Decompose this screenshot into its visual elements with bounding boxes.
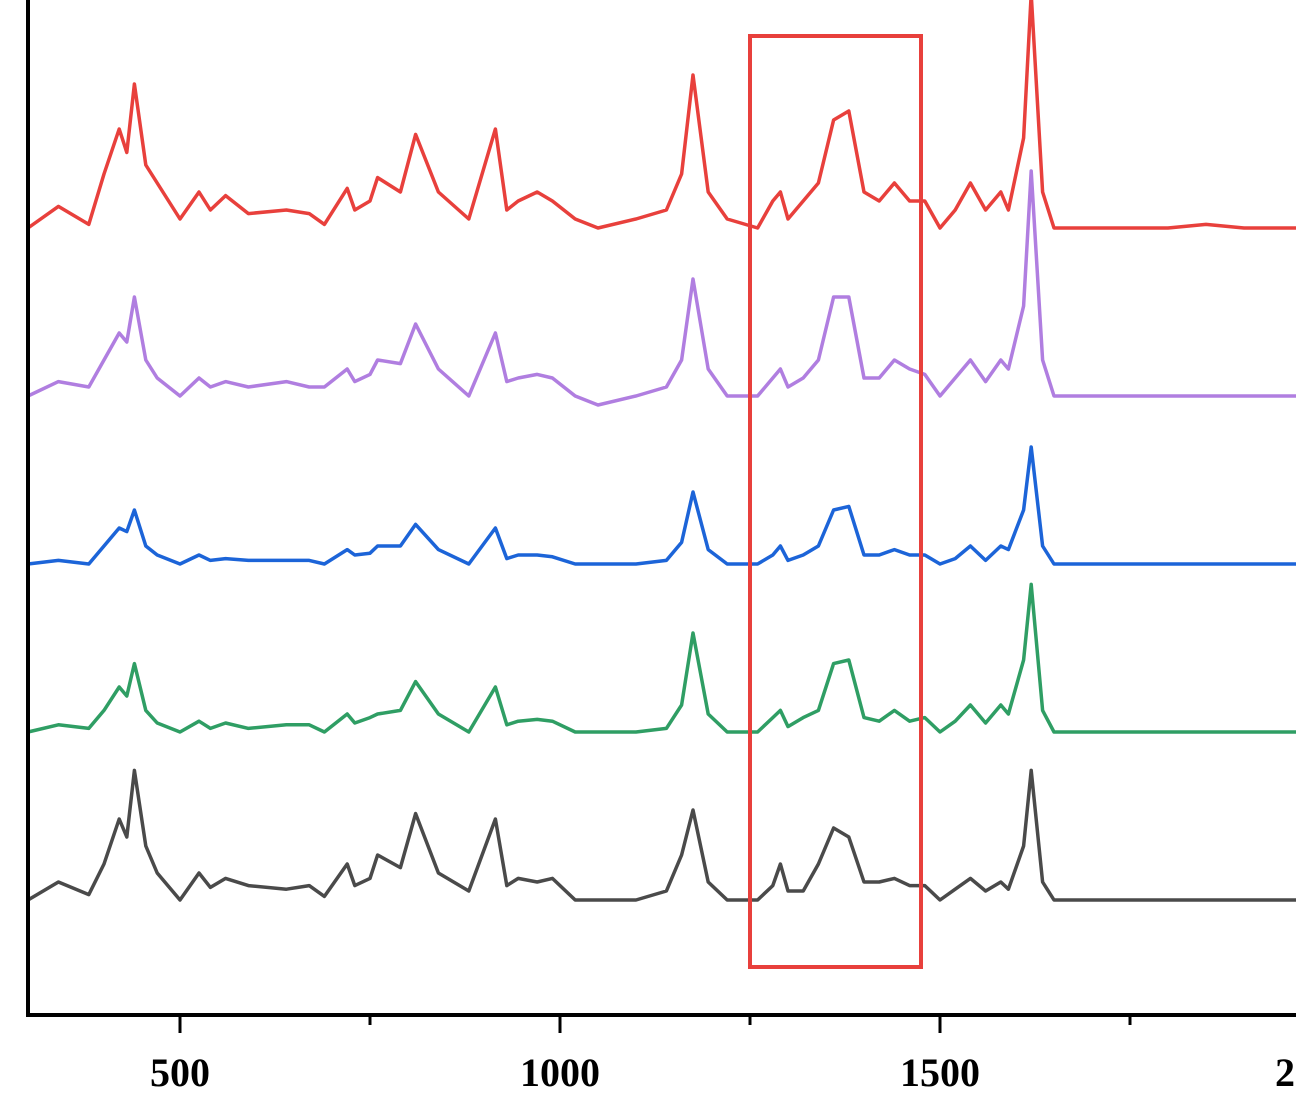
spectrum-series-3 — [27, 445, 1296, 566]
axes-layer — [26, 0, 1296, 1017]
x-tick-label-1000: 1000 — [520, 1050, 600, 1095]
x-tick-label-1500: 1500 — [900, 1050, 980, 1095]
highlight-box — [748, 34, 923, 969]
x-tick-labels: 500 1000 1500 2 — [150, 1050, 1295, 1095]
spectrum-series-5 — [27, 768, 1296, 902]
ticks-layer — [178, 1015, 1132, 1033]
spectrum-series-4 — [27, 582, 1296, 734]
x-tick-label-2000: 2 — [1275, 1050, 1295, 1095]
spectrum-series-1 — [26, 0, 1296, 230]
series-layer — [26, 0, 1296, 902]
spectrum-series-2 — [27, 169, 1296, 407]
x-tick-label-500: 500 — [150, 1050, 210, 1095]
